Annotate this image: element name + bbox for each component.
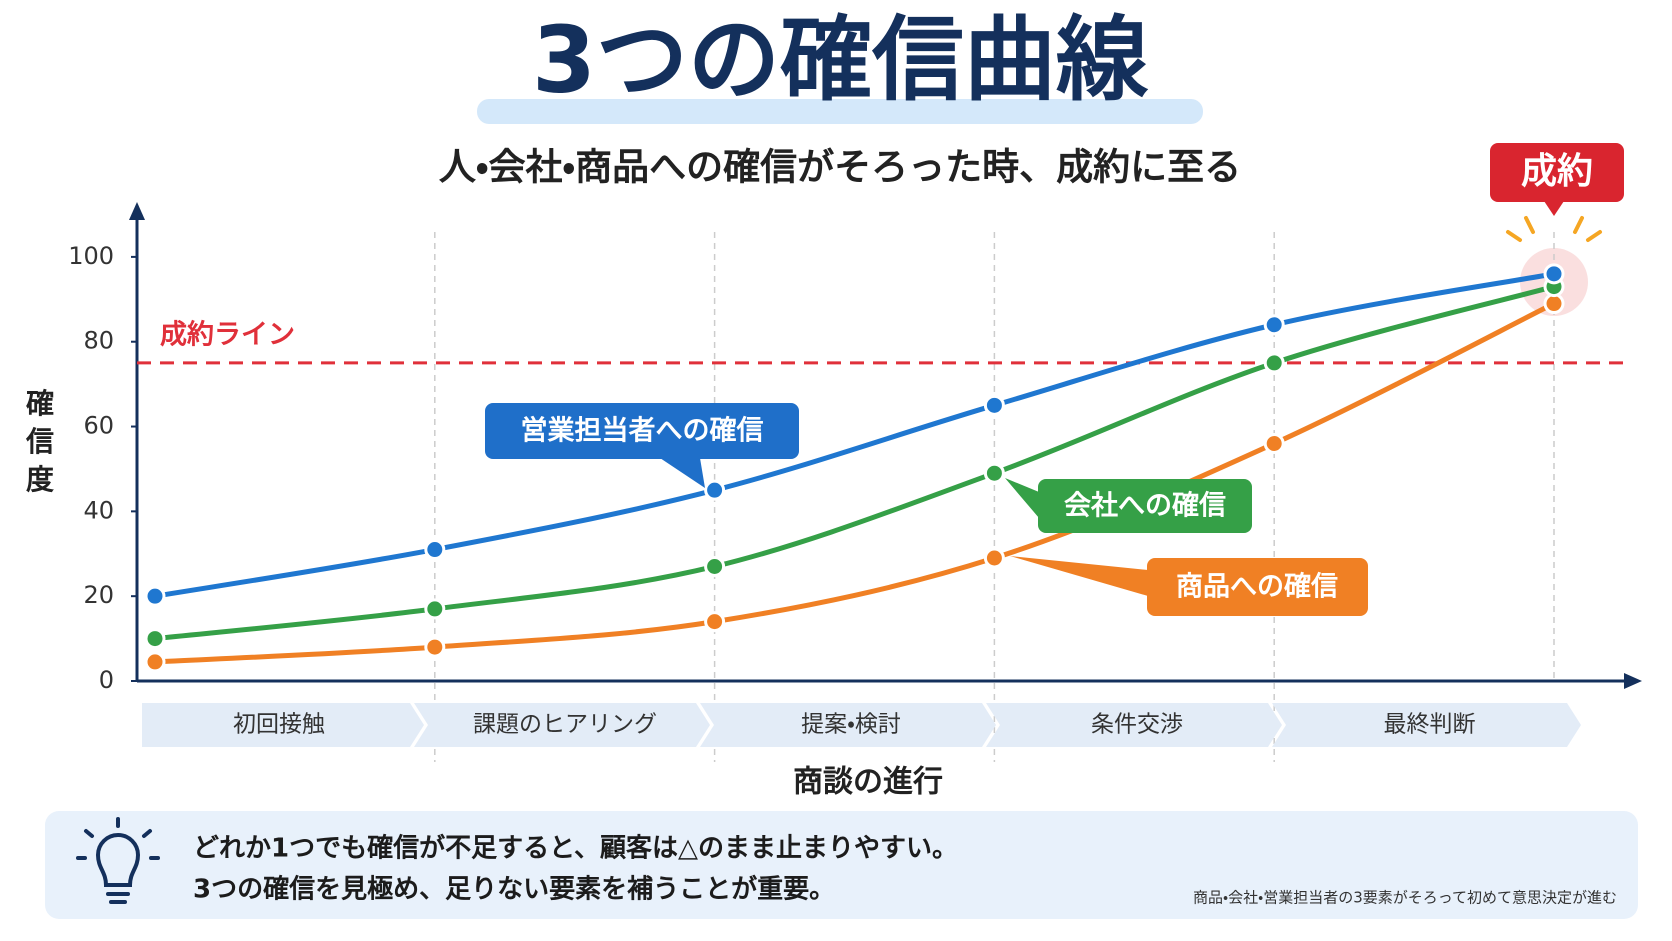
y-axis-label: 確信度	[25, 387, 54, 496]
tip-box	[45, 811, 1638, 919]
stage-ribbon	[414, 703, 710, 747]
badge-box	[1490, 143, 1624, 202]
data-point	[424, 636, 446, 658]
series-label: 商品への確信	[1176, 571, 1338, 603]
series-line	[152, 271, 1557, 599]
data-point	[983, 394, 1005, 416]
stage-ribbon	[986, 703, 1282, 747]
goal-rays	[1506, 216, 1602, 242]
stage-label: 課題のヒアリング	[473, 712, 657, 738]
data-point	[424, 539, 446, 561]
data-point	[144, 651, 166, 673]
badge-pointer	[1544, 201, 1564, 216]
callout-blue: 営業担当者への確信	[485, 403, 799, 488]
series-line	[152, 301, 1557, 665]
tip-line: どれか1つでも確信が不足すると、顧客は△のまま止まりやすい。	[193, 833, 958, 864]
y-axis-arrow	[129, 202, 145, 220]
chart-title: 3つの確信曲線	[532, 6, 1149, 113]
y-tick-label: 80	[83, 327, 114, 355]
footnote: 商品・会社・営業担当者の3要素がそろって初めて意思決定が進む	[1193, 889, 1617, 907]
stage-ribbon	[700, 703, 996, 747]
data-point	[1263, 314, 1285, 336]
data-point	[144, 585, 166, 607]
stage-ribbon	[1272, 703, 1581, 747]
data-point	[704, 555, 726, 577]
x-axis-arrow	[1624, 673, 1642, 689]
stage-label: 条件交渉	[1091, 712, 1183, 738]
stage-ribbon	[142, 703, 424, 747]
y-tick-label: 0	[99, 666, 114, 694]
data-point	[704, 611, 726, 633]
data-point	[1263, 433, 1285, 454]
y-tick-label: 100	[68, 242, 114, 270]
data-point	[983, 462, 1005, 484]
data-point	[144, 628, 166, 650]
stage-label: 初回接触	[233, 712, 325, 738]
bulb-icon	[76, 817, 160, 904]
badge-text: 成約	[1521, 151, 1593, 192]
data-point	[704, 479, 726, 501]
y-tick-label: 40	[83, 496, 114, 524]
title-highlight	[477, 99, 1203, 124]
callout-green: 会社への確信	[1005, 478, 1252, 533]
data-point	[983, 547, 1005, 569]
tip-line: 3つの確信を見極め、足りない要素を補うことが重要。	[193, 874, 835, 905]
series-label: 営業担当者への確信	[521, 415, 764, 447]
threshold-label: 成約ライン	[160, 319, 295, 350]
stage-label: 提案・検討	[801, 712, 901, 738]
data-point	[1543, 263, 1565, 285]
series-line	[152, 284, 1557, 642]
data-point	[424, 598, 446, 620]
series-label: 会社への確信	[1064, 490, 1226, 522]
y-tick-label: 60	[83, 412, 114, 440]
data-point	[1543, 293, 1565, 315]
y-axis-label-text: 確信度	[25, 387, 54, 496]
chart-subtitle: 人・会社・商品への確信がそろった時、成約に至る	[439, 146, 1241, 189]
callout-orange: 商品への確信	[1010, 556, 1368, 616]
stage-label: 最終判断	[1384, 712, 1476, 738]
y-tick-label: 20	[83, 581, 114, 609]
x-axis-label: 商談の進行	[793, 765, 943, 800]
data-point	[1263, 352, 1285, 374]
